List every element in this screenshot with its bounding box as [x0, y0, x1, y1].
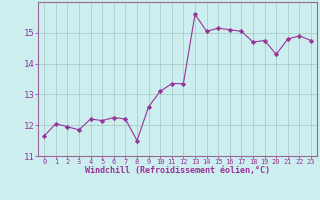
X-axis label: Windchill (Refroidissement éolien,°C): Windchill (Refroidissement éolien,°C): [85, 166, 270, 175]
